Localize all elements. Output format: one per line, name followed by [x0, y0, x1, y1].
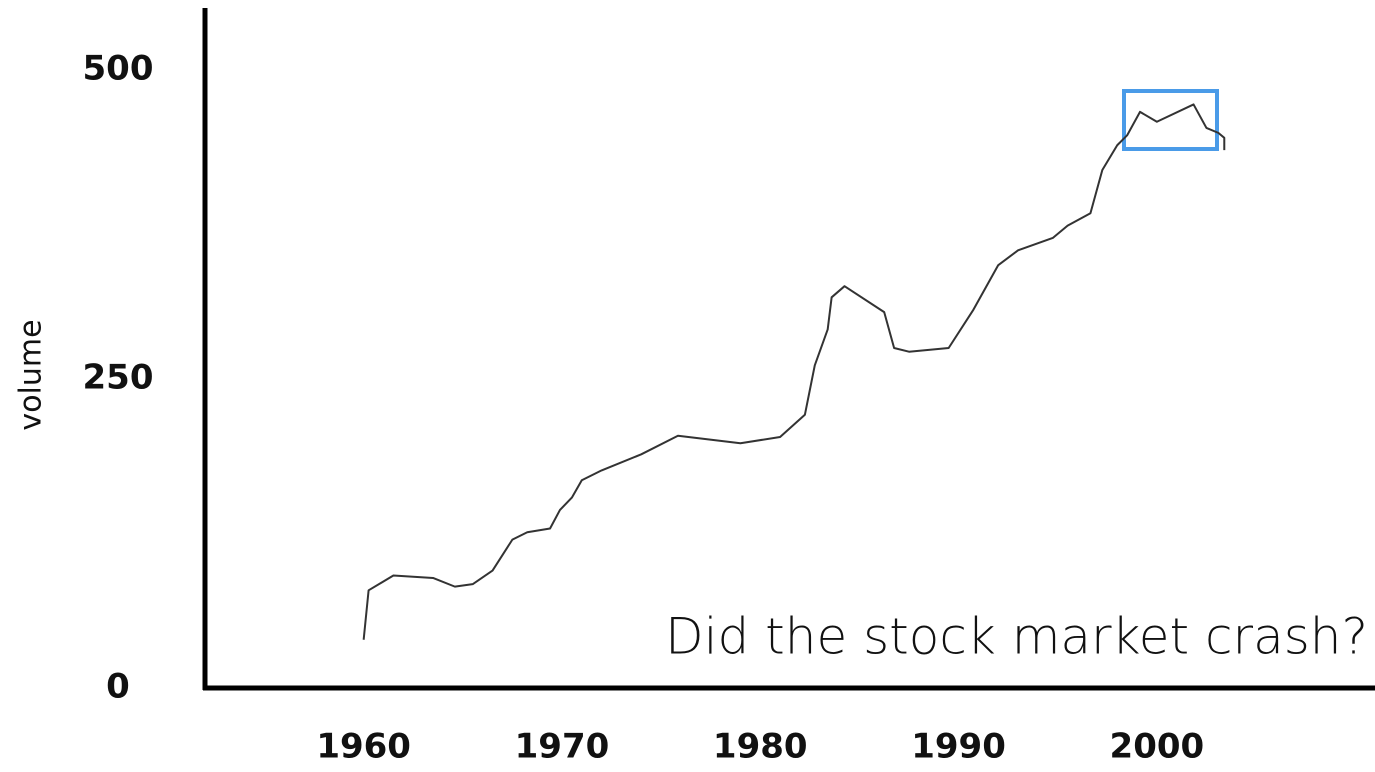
y-tick-label: 0 — [106, 667, 130, 707]
x-tick-label: 1970 — [515, 727, 610, 767]
x-tick-label: 2000 — [1110, 727, 1205, 767]
highlight-box — [1122, 89, 1219, 151]
x-tick-label: 1980 — [713, 727, 808, 767]
y-tick-label: 500 — [83, 48, 154, 88]
x-tick-label: 1990 — [911, 727, 1006, 767]
data-line — [362, 103, 1226, 640]
y-axis-label: volume — [14, 319, 49, 430]
annotation: Did the stock market crash? — [665, 608, 1368, 666]
y-tick-label: 250 — [83, 357, 154, 397]
x-tick-label: 1960 — [316, 727, 411, 767]
